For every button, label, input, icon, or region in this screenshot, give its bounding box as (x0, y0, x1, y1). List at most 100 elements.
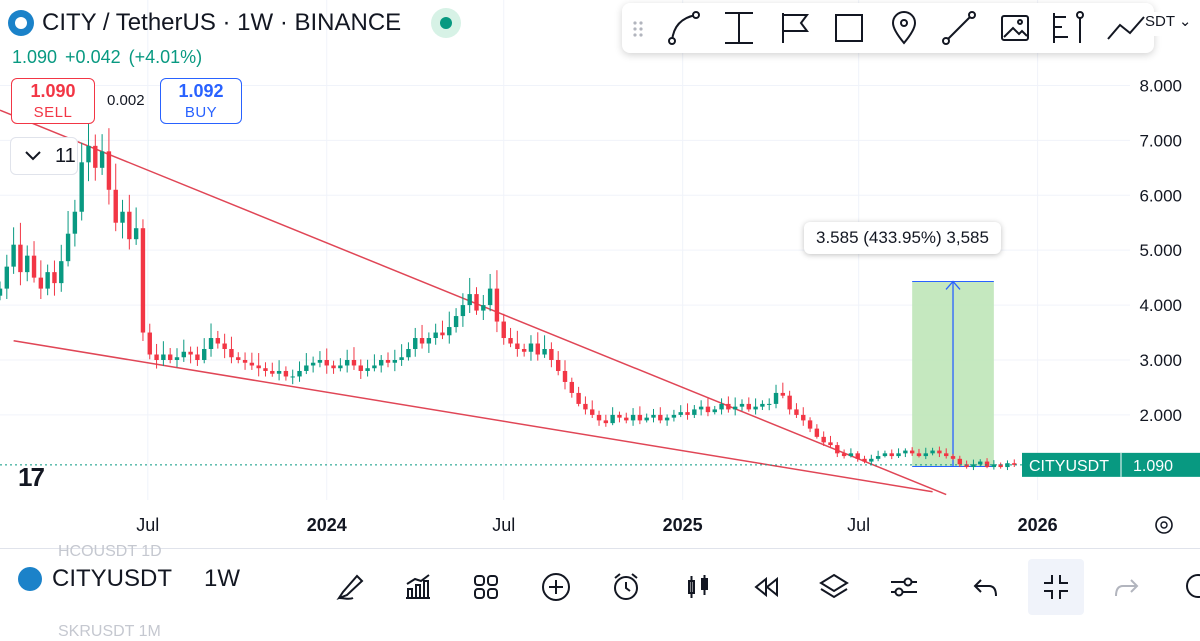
candle-body[interactable] (38, 277, 44, 289)
alert-button[interactable] (598, 559, 654, 615)
candle-body[interactable] (637, 414, 643, 421)
symbol-selector[interactable]: CITYUSDT 1W (18, 565, 240, 593)
candle-body[interactable] (555, 359, 561, 371)
candle-body[interactable] (86, 145, 91, 163)
vertical-measure-icon[interactable] (725, 12, 753, 44)
candle-body[interactable] (984, 461, 990, 468)
candle-body[interactable] (317, 359, 323, 363)
candle-body[interactable] (930, 450, 935, 454)
settings-button[interactable] (876, 559, 932, 615)
candle-body[interactable] (79, 162, 84, 212)
candle-body[interactable] (671, 414, 677, 418)
add-button[interactable] (528, 559, 584, 615)
candle-body[interactable] (93, 145, 98, 168)
candle-body[interactable] (487, 288, 493, 306)
candle-body[interactable] (739, 403, 745, 407)
drag-handle-icon[interactable] (633, 21, 643, 37)
candle-body[interactable] (331, 365, 336, 369)
candle-body[interactable] (181, 351, 186, 358)
candle-body[interactable] (875, 456, 881, 459)
candle-body[interactable] (229, 349, 234, 358)
price-chart[interactable]: 8.000 7.000 6.000 5.000 4.000 3.000 2.000 Jul 2… (0, 0, 1200, 548)
candle-body[interactable] (120, 211, 125, 223)
candle-body[interactable] (242, 359, 248, 363)
candle-body[interactable] (304, 365, 309, 371)
candle-body[interactable] (202, 349, 207, 360)
chart-type-button[interactable] (670, 559, 726, 615)
quote-currency-selector[interactable]: SDT ⌄ (1145, 12, 1200, 36)
candle-body[interactable] (869, 458, 874, 462)
candle-body[interactable] (99, 151, 105, 168)
candle-body[interactable] (787, 395, 792, 410)
candle-body[interactable] (971, 464, 976, 468)
candle-body[interactable] (1012, 463, 1017, 465)
candle-body[interactable] (794, 409, 799, 415)
candle-body[interactable] (753, 406, 758, 410)
candle-body[interactable] (453, 316, 459, 328)
candle-body[interactable] (562, 370, 568, 382)
candle-body[interactable] (208, 338, 214, 350)
candle-body[interactable] (807, 420, 813, 429)
candle-body[interactable] (957, 458, 963, 465)
candle-body[interactable] (916, 453, 922, 457)
candle-body[interactable] (447, 327, 452, 336)
redo-button[interactable] (1098, 559, 1154, 615)
candle-body[interactable] (590, 409, 595, 415)
candle-body[interactable] (365, 368, 370, 371)
candle-body[interactable] (379, 359, 384, 366)
candle-body[interactable] (664, 417, 670, 421)
candle-body[interactable] (767, 403, 772, 405)
wedge-line-lower[interactable] (13, 340, 933, 493)
candle-body[interactable] (896, 453, 901, 457)
market-status-dot-icon[interactable] (431, 8, 462, 38)
candle-body[interactable] (508, 338, 513, 344)
candle-body[interactable] (467, 294, 472, 306)
candle-body[interactable] (18, 244, 23, 273)
candle-body[interactable] (773, 392, 779, 404)
candle-body[interactable] (991, 464, 997, 468)
candle-body[interactable] (515, 343, 520, 350)
candle-body[interactable] (501, 321, 506, 339)
candle-body[interactable] (195, 354, 200, 360)
candle-body[interactable] (651, 414, 656, 418)
candle-body[interactable] (31, 255, 37, 278)
candle-body[interactable] (630, 414, 636, 421)
brush-button[interactable] (322, 559, 378, 615)
candle-body[interactable] (236, 357, 241, 360)
candle-body[interactable] (596, 414, 602, 421)
candle-body[interactable] (685, 412, 690, 415)
candle-body[interactable] (528, 343, 534, 352)
candle-body[interactable] (678, 412, 683, 415)
candle-body[interactable] (549, 349, 554, 360)
candle-body[interactable] (344, 359, 350, 366)
candle-body[interactable] (65, 233, 71, 262)
candle-body[interactable] (358, 365, 363, 371)
indicators-toggle[interactable]: 11 (10, 137, 78, 175)
candle-body[interactable] (698, 406, 704, 410)
candle-body[interactable] (909, 450, 915, 454)
candle-body[interactable] (889, 453, 894, 457)
candle-body[interactable] (535, 343, 540, 355)
candle-body[interactable] (392, 359, 398, 363)
candle-body[interactable] (692, 409, 697, 415)
candle-body[interactable] (270, 370, 275, 374)
candle-body[interactable] (399, 357, 404, 360)
candle-body[interactable] (263, 368, 268, 371)
candle-body[interactable] (385, 359, 391, 363)
candle-body[interactable] (133, 228, 139, 240)
trend-icon[interactable] (1107, 16, 1145, 40)
candle-body[interactable] (801, 414, 806, 421)
candle-body[interactable] (11, 244, 16, 267)
candle-body[interactable] (603, 420, 609, 424)
candle-body[interactable] (624, 417, 629, 421)
layouts-button[interactable] (458, 559, 514, 615)
candle-body[interactable] (127, 211, 132, 240)
interval-selector[interactable]: 1W (204, 565, 240, 592)
candle-body[interactable] (161, 354, 166, 360)
candle-body[interactable] (923, 453, 928, 457)
candle-body[interactable] (644, 417, 649, 421)
candle-body[interactable] (862, 458, 867, 462)
candle-body[interactable] (835, 445, 840, 454)
candle-body[interactable] (460, 305, 466, 317)
replay-button[interactable] (738, 559, 794, 615)
